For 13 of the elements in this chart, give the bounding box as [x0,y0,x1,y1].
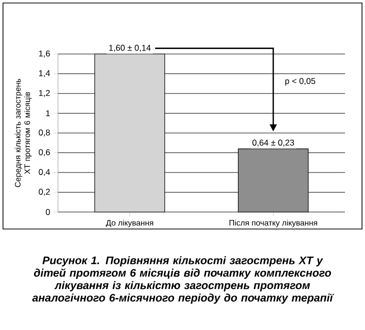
y-tick-label: 0,8 [38,130,50,136]
y-tick-label: 1,4 [39,70,50,78]
y-tick-label: 1,6 [39,50,50,58]
y-tick-label: 0,6 [38,149,50,156]
y-tick-label: 0,2 [38,188,50,196]
y-tick-label: 0,4 [38,169,50,176]
y-tick-label: 1 [46,110,50,116]
y-tick-label: 1,2 [39,90,50,97]
annotation: p < 0,05 [285,78,316,86]
text: Рисунок 1. Порівняння кількості загострень ХТ у дітей протягом 6 місяців від початку комплексного лікування із кількістю загострень протягом аналогічного 6-місячного періоду до початку терапії [32,256,334,304]
y-tick-label: 0 [46,209,50,215]
data-label: 1,60 ± 0,14 [109,44,151,52]
data-label: 0,64 ± 0,23 [252,140,294,147]
